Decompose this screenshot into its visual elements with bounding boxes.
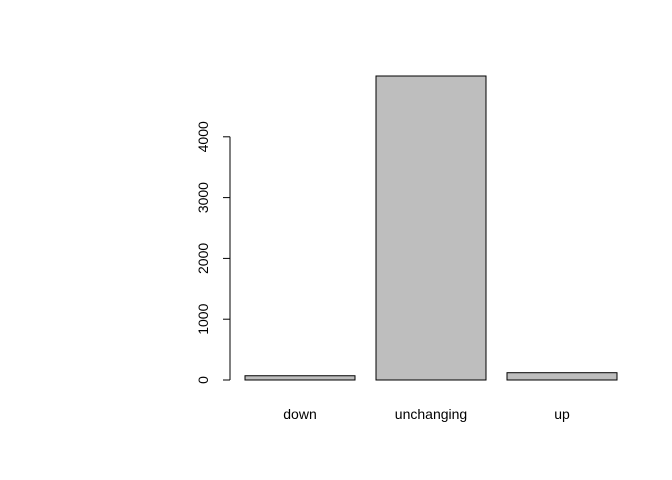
bar-down [244,375,356,381]
y-tick-label: 3000 [195,182,211,213]
x-category-label: unchanging [395,406,467,422]
bar-unchanging [375,75,487,381]
y-tick-label: 4000 [195,121,211,152]
y-tick-label: 2000 [195,243,211,274]
bar-up [506,372,618,381]
y-tick-label: 1000 [195,303,211,334]
x-category-label: up [554,406,570,422]
bars [244,75,618,381]
x-category-label: down [283,406,316,422]
y-axis: 0 1000 2000 3000 4000 [195,121,231,384]
x-axis-labels: down unchanging up [283,406,570,422]
y-tick-label: 0 [195,376,211,384]
